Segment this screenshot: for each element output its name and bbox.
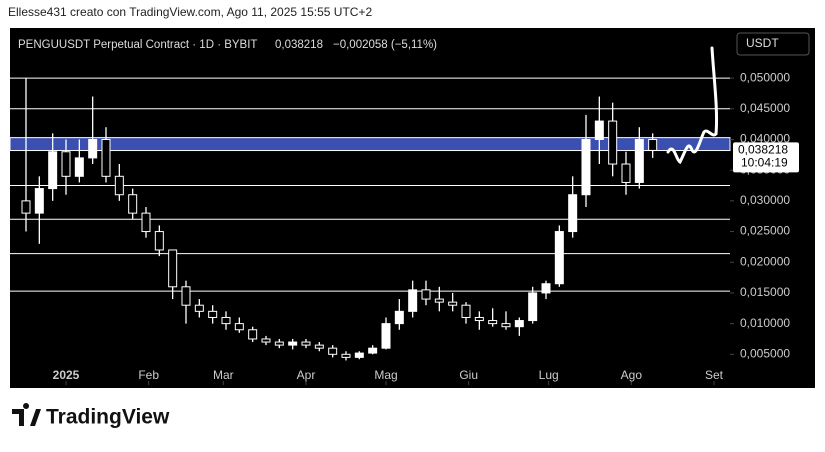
candle-body: [648, 138, 658, 151]
candle-body: [274, 341, 284, 346]
brand-logo: TradingView: [12, 403, 170, 429]
candle-body: [608, 120, 618, 165]
candle-body: [434, 298, 444, 303]
x-tick-label: Apr: [297, 368, 316, 382]
candle-body: [114, 175, 124, 196]
candle-body: [21, 200, 31, 214]
candle-body: [394, 310, 404, 325]
x-tick-label: Set: [705, 368, 724, 382]
price-change: −0,002058 (−5,11%): [333, 39, 437, 51]
candle-body: [581, 138, 591, 196]
candle-body: [261, 338, 271, 343]
candle-body: [541, 283, 551, 294]
attribution: Ellesse431 creato con TradingView.com, A…: [8, 5, 372, 19]
x-tick-label: Ago: [621, 368, 643, 382]
candle-body: [221, 316, 231, 325]
candle-body: [448, 301, 458, 306]
candle-body: [634, 138, 644, 183]
candle-body: [488, 320, 498, 325]
last-price-tag: [733, 142, 799, 173]
y-tick-label: 0,020000: [740, 254, 790, 268]
last-price-tag-label: 0,038218: [738, 143, 788, 157]
candle-body: [554, 231, 564, 285]
chart-background: [10, 28, 815, 388]
candle-body: [48, 151, 58, 190]
candle-body: [354, 352, 364, 358]
candle-body: [141, 212, 151, 233]
candle-body: [234, 323, 244, 331]
y-tick-label: 0,030000: [740, 193, 790, 207]
candle-body: [501, 323, 511, 328]
y-tick-label: 0,005000: [740, 346, 790, 360]
candle-body: [421, 289, 431, 300]
x-tick-label: Feb: [138, 368, 159, 382]
candle-body: [328, 347, 338, 355]
hand-drawing: [666, 46, 719, 165]
y-tick-label: 0,025000: [740, 224, 790, 238]
countdown: 10:04:19: [741, 156, 788, 170]
y-tick-label: 0,015000: [740, 285, 790, 299]
candle-body: [408, 289, 418, 312]
candle-body: [61, 151, 71, 177]
currency-button[interactable]: [736, 32, 810, 56]
candle-body: [474, 316, 484, 322]
currency-label[interactable]: USDT: [746, 36, 779, 50]
plot: 0,005000 0,010000 0,015000 0,020000 0,025000…: [9, 70, 799, 385]
candle-body: [341, 353, 351, 358]
candle-body: [621, 163, 631, 183]
candle-body: [208, 310, 218, 318]
candle-body: [101, 138, 111, 177]
y-tick-label: 0,010000: [740, 316, 790, 330]
candle-body: [528, 292, 538, 322]
x-tick-label: 2025: [53, 368, 80, 382]
candle-body: [461, 304, 471, 318]
y-tick-label: 0,045000: [740, 101, 790, 115]
price-zone: [9, 137, 731, 152]
candle-body: [314, 344, 324, 349]
candle-body: [74, 157, 84, 177]
x-tick-label: Mar: [213, 368, 234, 382]
candle-body: [594, 120, 604, 140]
last-price: 0,038218: [275, 39, 323, 51]
candle-body: [128, 194, 138, 214]
candle-body: [368, 347, 378, 354]
brand: TradingView: [46, 406, 170, 429]
x-tick-label: Mag: [374, 368, 397, 382]
candle-body: [381, 323, 391, 349]
y-tick-label: 0,050000: [740, 70, 790, 84]
candle-body: [34, 188, 44, 214]
candle-body: [168, 249, 178, 288]
candle-body: [154, 231, 164, 251]
candle-body: [288, 341, 298, 346]
candle-body: [181, 286, 191, 306]
x-tick-label: Lug: [539, 368, 559, 382]
candle-body: [568, 194, 578, 233]
y-tick-label: 0,040000: [740, 132, 790, 146]
candle-body: [514, 320, 524, 328]
candle-body: [88, 138, 98, 159]
x-tick-label: Giu: [459, 368, 478, 382]
symbol-title: PENGUUSDT Perpetual Contract · 1D · BYBI…: [18, 39, 257, 51]
candle-body: [301, 341, 311, 346]
candle-body: [194, 304, 204, 312]
candle-body: [248, 329, 258, 340]
